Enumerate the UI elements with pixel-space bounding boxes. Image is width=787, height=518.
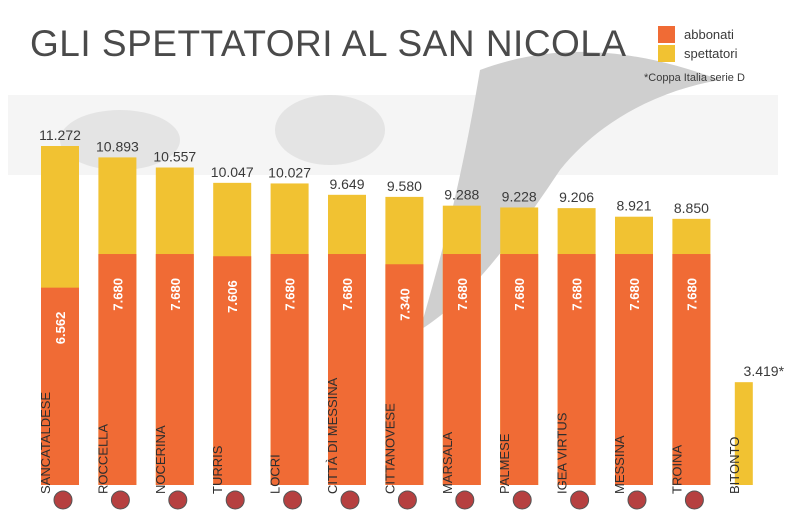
abbonati-value-label: 7.680 [627, 278, 642, 311]
abbonati-value-label: 7.680 [340, 278, 355, 311]
abbonati-value-label: 6.562 [53, 312, 68, 345]
total-value-label: 9.649 [329, 176, 364, 192]
team-label: ROCCELLA [95, 424, 110, 494]
bar-abbonati [270, 254, 309, 485]
team-crest-icon [570, 490, 590, 510]
team-crest-icon [168, 490, 188, 510]
team-label: TROINA [669, 445, 684, 494]
abbonati-value-label: 7.340 [397, 288, 412, 321]
bar-abbonati [442, 254, 481, 485]
bar-abbonati [98, 254, 137, 485]
bar-abbonati [41, 287, 79, 485]
footnote: *Coppa Italia serie D [644, 72, 745, 84]
team-crest-icon [225, 490, 245, 510]
legend-swatch-abbonati [658, 26, 675, 43]
team-label: SANCATALDESE [38, 392, 53, 494]
team-crest-icon [340, 490, 360, 510]
team-label: IGEA VIRTUS [555, 412, 570, 494]
team-label: BITONTO [727, 437, 742, 494]
total-value-label: 8.850 [674, 200, 709, 216]
bar-spettatori [734, 382, 753, 485]
bar-abbonati [557, 254, 596, 485]
abbonati-value-label: 7.680 [168, 278, 183, 311]
team-label: TURRIS [210, 445, 225, 494]
team-label: MARSALA [440, 432, 455, 494]
team-crest-icon [455, 490, 475, 510]
total-value-label: 10.047 [211, 164, 254, 180]
team-crest-icon [283, 490, 303, 510]
legend-label-spettatori: spettatori [684, 46, 738, 61]
team-crest-icon [512, 490, 532, 510]
abbonati-value-label: 7.606 [225, 280, 240, 313]
chart-title: GLI SPETTATORI AL SAN NICOLA [30, 23, 627, 64]
team-crest-icon [627, 490, 647, 510]
total-value-label: 11.272 [39, 127, 81, 143]
team-label: MESSINA [612, 435, 627, 494]
legend-swatch-spettatori [658, 45, 675, 62]
bar-abbonati [615, 254, 653, 485]
total-value-label: 8.921 [616, 198, 651, 214]
team-label: NOCERINA [153, 425, 168, 494]
team-crest-icon [110, 490, 130, 510]
bar-abbonati [385, 264, 424, 485]
total-value-label: 10.893 [96, 138, 139, 154]
abbonati-value-label: 7.680 [684, 278, 699, 311]
abbonati-value-label: 7.680 [110, 278, 125, 311]
team-crest-icon [397, 490, 417, 510]
legend-label-abbonati: abbonati [684, 27, 734, 42]
total-value-label: 9.580 [387, 178, 422, 194]
bars-layer: 6.562 11.272 SANCATALDESE 7.680 10.893 ROCCEL… [38, 127, 785, 510]
bar-abbonati [155, 254, 194, 485]
total-value-label: 3.419* [744, 363, 785, 379]
bar-abbonati [328, 254, 366, 485]
bar-abbonati [500, 254, 539, 485]
team-crest-icon [684, 490, 704, 510]
bar-abbonati [672, 254, 711, 485]
legend: abbonati spettatori *Coppa Italia serie … [644, 26, 745, 84]
abbonati-value-label: 7.680 [455, 278, 470, 311]
total-value-label: 10.557 [153, 149, 196, 165]
team-label: CITTÀ DI MESSINA [325, 377, 340, 494]
team-crest-icon [53, 490, 73, 510]
abbonati-value-label: 7.680 [512, 278, 527, 311]
team-label: CITTANOVESE [382, 403, 397, 494]
total-value-label: 9.288 [444, 187, 479, 203]
total-value-label: 9.228 [502, 188, 537, 204]
team-label: PALMESE [497, 433, 512, 494]
abbonati-value-label: 7.680 [570, 278, 585, 311]
team-label: LOCRI [268, 454, 283, 494]
abbonati-value-label: 7.680 [283, 278, 298, 311]
bar-abbonati [213, 256, 252, 485]
total-value-label: 10.027 [268, 164, 311, 180]
total-value-label: 9.206 [559, 189, 594, 205]
